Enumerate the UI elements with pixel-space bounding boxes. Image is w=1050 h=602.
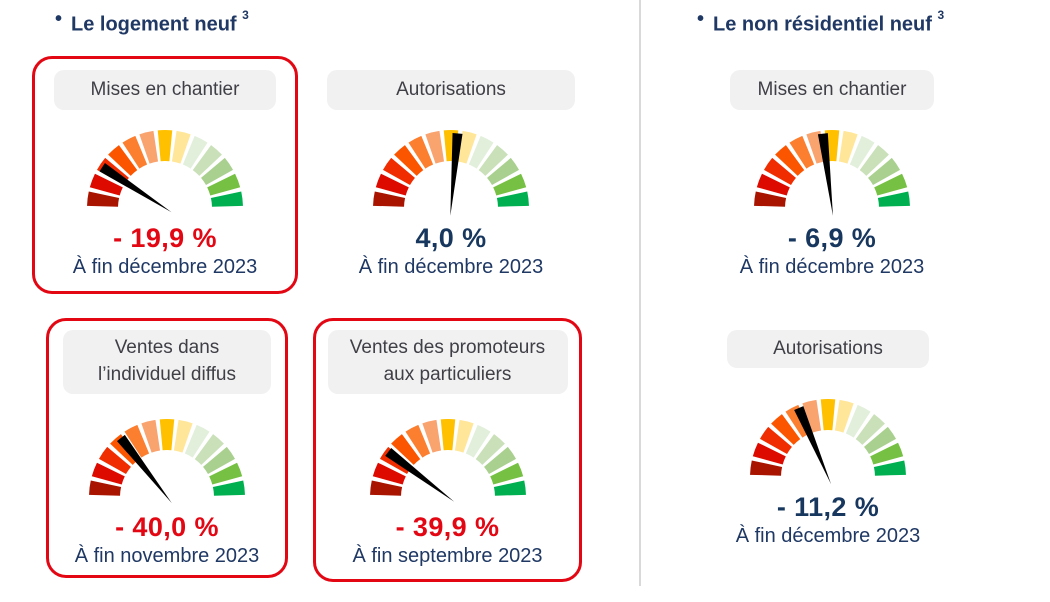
card-nonres-mises-en-chantier: Mises en chantier - 6,9 % À fin décembre… [702, 56, 962, 294]
gauge-value: - 11,2 % [776, 492, 880, 522]
gauge-label-chip: Ventes des promoteurs aux particuliers [327, 330, 568, 394]
gauge-chart [87, 130, 243, 213]
bullet-icon: • [697, 8, 705, 30]
section-title-text: Le logement neuf 3 [71, 8, 249, 36]
gauge-chart [750, 399, 906, 485]
gauge-period: À fin décembre 2023 [358, 256, 544, 278]
section-title-non-residentiel: • Le non résidentiel neuf 3 [697, 6, 944, 38]
section-divider [639, 0, 641, 586]
gauge-period: À fin décembre 2023 [72, 256, 258, 278]
gauge-label-chip: Ventes dans l’individuel diffus [63, 330, 271, 394]
gauge-value: 4,0 % [415, 223, 487, 253]
gauge-chart [373, 130, 529, 216]
gauge-value: - 40,0 % [115, 512, 219, 542]
gauge-period: À fin septembre 2023 [352, 545, 543, 567]
gauge-label-chip: Mises en chantier [730, 70, 934, 110]
gauge-label-chip: Mises en chantier [54, 70, 276, 110]
card-ventes-promoteurs: Ventes des promoteurs aux particuliers -… [313, 318, 582, 582]
footnote-marker: 3 [242, 8, 249, 22]
gauge-period: À fin novembre 2023 [74, 545, 260, 567]
card-logement-mises-en-chantier: Mises en chantier - 19,9 % À fin décembr… [32, 56, 298, 294]
gauge-label-chip: Autorisations [327, 70, 575, 110]
bullet-icon: • [55, 8, 63, 30]
gauge-value: - 39,9 % [395, 512, 500, 542]
gauge-value: - 19,9 % [113, 223, 217, 253]
gauge-chart [754, 130, 910, 216]
gauge-chart [89, 419, 245, 504]
footnote-marker: 3 [937, 8, 945, 22]
gauge-value: - 6,9 % [787, 223, 877, 253]
gauge-chart [369, 419, 526, 502]
gauge-period: À fin décembre 2023 [735, 525, 921, 547]
card-nonres-autorisations: Autorisations - 11,2 % À fin décembre 20… [698, 322, 958, 552]
section-title-text: Le non résidentiel neuf 3 [713, 8, 945, 36]
card-logement-autorisations: Autorisations 4,0 % À fin décembre 2023 [318, 56, 584, 294]
gauge-label-chip: Autorisations [727, 330, 929, 368]
gauge-period: À fin décembre 2023 [739, 256, 925, 278]
section-title-logement: • Le logement neuf 3 [55, 6, 249, 38]
card-ventes-individuel-diffus: Ventes dans l’individuel diffus - 40,0 %… [46, 318, 288, 578]
